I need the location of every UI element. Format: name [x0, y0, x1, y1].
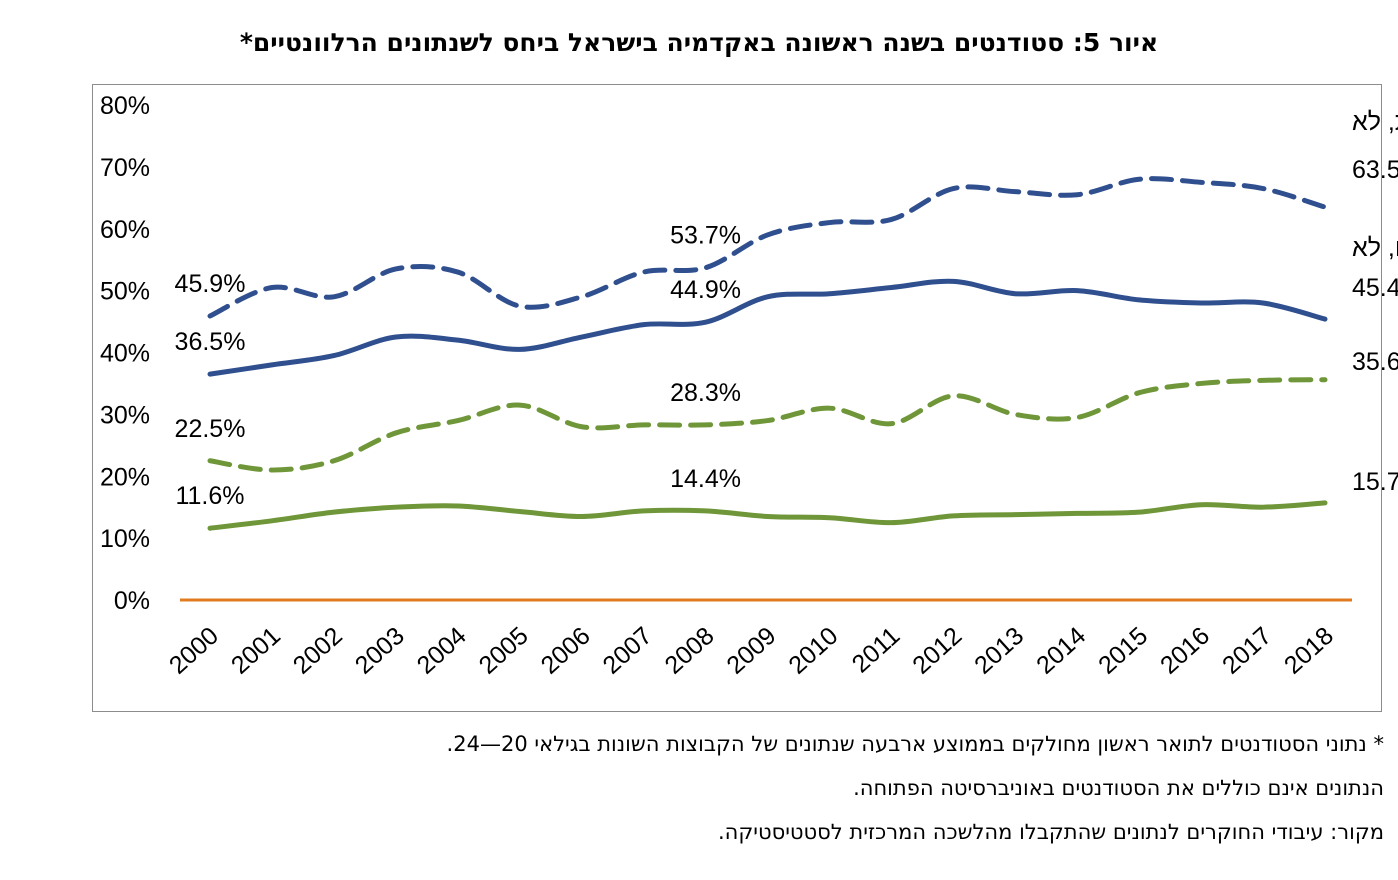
x-tick-label: 2011	[847, 622, 906, 679]
series-end-label: יהודיות ואחרות, לא	[1352, 108, 1398, 136]
series-end-label: חרדיות, 63.5%	[1352, 156, 1398, 184]
x-tick-label: 2000	[164, 622, 224, 680]
y-tick-label: 70%	[100, 154, 150, 182]
series-end-label: יהודים ואחרים, לא	[1352, 234, 1398, 262]
x-tick-label: 2005	[474, 622, 534, 680]
y-tick-label: 80%	[100, 92, 150, 120]
y-tick-label: 20%	[100, 463, 150, 491]
plot-area-frame	[92, 84, 1382, 712]
data-label: 53.7%	[670, 222, 741, 250]
x-tick-label: 2017	[1217, 622, 1277, 680]
x-tick-label: 2010	[783, 622, 843, 680]
x-tick-label: 2003	[350, 622, 410, 680]
footnote-source: מקור: עיבודי החוקרים לנתונים שהתקבלו מהל…	[717, 820, 1384, 844]
x-tick-label: 2004	[412, 622, 472, 680]
data-label: 11.6%	[175, 482, 244, 510]
x-tick-label: 2006	[536, 622, 596, 680]
x-tick-label: 2018	[1279, 622, 1339, 680]
series-line-1	[207, 278, 1328, 377]
data-label: 45.9%	[175, 270, 246, 298]
y-tick-label: 50%	[100, 278, 150, 306]
footnote-2: הנתונים אינם כוללים את הסטודנטים באוניבר…	[853, 776, 1384, 800]
x-tick-label: 2001	[226, 622, 286, 680]
footnotes: * נתוני הסטודנטים לתואר ראשון מחולקים במ…	[14, 722, 1384, 854]
series-line-0	[207, 176, 1328, 319]
x-tick-label: 2015	[1093, 622, 1153, 680]
data-label: 44.9%	[670, 276, 741, 304]
x-tick-label: 2002	[288, 622, 348, 680]
data-label: 14.4%	[670, 465, 741, 493]
x-tick-label: 2014	[1031, 622, 1091, 680]
series-line-2	[207, 377, 1328, 473]
y-tick-label: 60%	[100, 216, 150, 244]
series-end-label: חרדים, 45.4%	[1352, 274, 1398, 302]
series-line-3	[207, 500, 1328, 531]
y-tick-label: 0%	[114, 587, 150, 615]
chart-title: איור 5: סטודנטים בשנה ראשונה באקדמיה ביש…	[239, 28, 1159, 57]
x-tick-label: 2013	[969, 622, 1029, 680]
x-tick-label: 2007	[598, 622, 658, 680]
x-tick-label: 2008	[659, 622, 719, 680]
footnote-1: * נתוני הסטודנטים לתואר ראשון מחולקים במ…	[446, 732, 1384, 756]
data-label: 28.3%	[670, 379, 741, 407]
x-tick-label: 2016	[1155, 622, 1215, 680]
y-tick-label: 40%	[100, 340, 150, 368]
y-tick-label: 30%	[100, 401, 150, 429]
series-end-label: ערבים, 15.7%	[1352, 468, 1398, 496]
x-tick-label: 2012	[907, 622, 967, 680]
x-tick-label: 2009	[721, 622, 781, 680]
data-label: 22.5%	[175, 415, 246, 443]
y-tick-label: 10%	[100, 525, 150, 553]
data-label: 36.5%	[175, 328, 246, 356]
series-end-label: ערביות, 35.6%	[1352, 348, 1398, 376]
